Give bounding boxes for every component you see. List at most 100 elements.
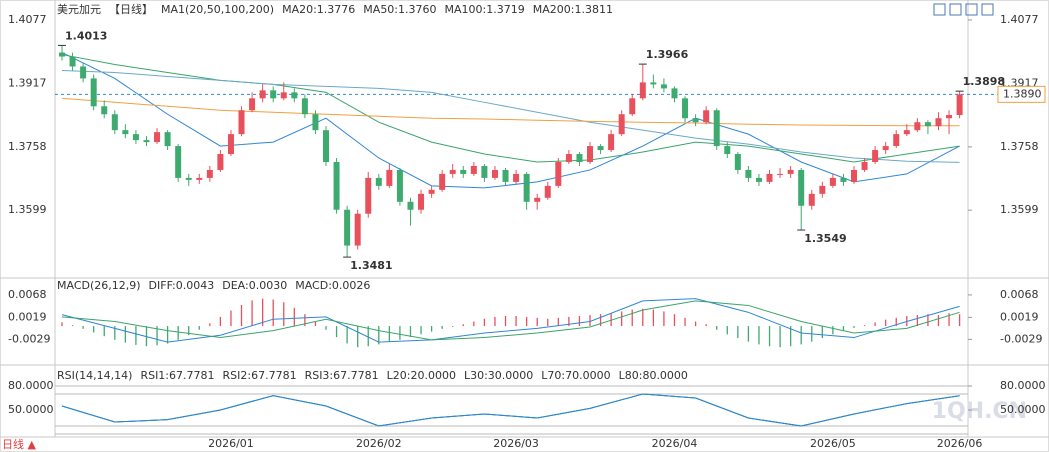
y-tick-label: 0.0019 — [8, 310, 47, 323]
candle-body — [903, 130, 910, 135]
candle-body — [587, 146, 593, 162]
candle-body — [660, 84, 667, 89]
candle-body — [682, 98, 689, 119]
y-tick-label: 50.0000 — [1000, 403, 1046, 416]
zoom-button[interactable] — [933, 3, 946, 16]
extreme-label: 1.3898 — [963, 75, 1005, 88]
candle-body — [69, 56, 76, 67]
candle-body — [259, 90, 266, 99]
extreme-label: 1.3549 — [804, 232, 846, 245]
candle-body — [217, 154, 224, 170]
candle-body — [840, 177, 847, 182]
rsi-line — [61, 393, 960, 427]
candle-body — [470, 165, 477, 174]
legend-entry: L70:70.0000 — [541, 369, 610, 382]
period-toggle[interactable]: 日线 ▲ — [2, 437, 36, 451]
y-tick-label: -0.0029 — [1000, 332, 1042, 345]
extreme-label: 1.3481 — [350, 259, 392, 272]
settings-button[interactable] — [965, 3, 978, 16]
candle-body — [90, 78, 97, 107]
candle-body — [608, 134, 615, 151]
y-tick-label: 1.3758 — [8, 140, 47, 153]
x-tick-label: 2026/01 — [208, 437, 254, 450]
candle-body — [946, 115, 953, 119]
x-tick-label: 2026/02 — [356, 437, 402, 450]
candle-body — [650, 82, 657, 85]
candle-body — [196, 177, 203, 180]
candle-body — [280, 92, 287, 99]
legend-entry: L80:80.0000 — [619, 369, 688, 382]
candle-body — [344, 209, 351, 246]
candle-body — [766, 173, 773, 182]
candle-body — [924, 122, 931, 127]
candle-body — [534, 197, 541, 202]
y-tick-label: -0.0029 — [8, 332, 50, 345]
candle-body — [154, 132, 161, 143]
candle-body — [544, 185, 551, 198]
candle-body — [175, 146, 182, 178]
indicator-line — [61, 69, 960, 163]
candle-body — [639, 82, 646, 99]
candle-body — [851, 169, 857, 182]
candle-body — [565, 154, 572, 162]
candle-body — [914, 122, 921, 131]
candle-body — [671, 88, 678, 99]
extreme-label: 1.4013 — [65, 29, 107, 42]
candle-body — [513, 173, 520, 182]
legend-entry: MA1(20,50,100,200) — [161, 3, 274, 16]
candle-body — [555, 161, 562, 186]
zoom-out-button[interactable] — [949, 3, 962, 16]
indicator-line — [61, 97, 960, 127]
x-tick-label: 2026/03 — [493, 437, 539, 450]
legend-entry: MA100:1.3719 — [445, 3, 525, 16]
candle-body — [185, 177, 192, 180]
y-tick-label: 50.0000 — [8, 403, 54, 416]
y-tick-label: 1.4077 — [8, 13, 47, 26]
candle-body — [491, 169, 498, 178]
candle-body — [143, 140, 150, 143]
candle-body — [365, 177, 372, 214]
y-tick-label: 0.0068 — [1000, 288, 1039, 301]
legend-entry: L30:30.0000 — [464, 369, 533, 382]
rsi-line — [61, 393, 960, 427]
candle-body — [629, 98, 636, 115]
last-price-box — [997, 85, 1046, 103]
candle-body — [132, 134, 139, 141]
candle-body — [787, 169, 794, 174]
candle-body — [724, 146, 731, 155]
candle-body — [713, 110, 720, 147]
legend-entry: DIFF:0.0043 — [149, 279, 215, 292]
candle-body — [375, 177, 382, 186]
candle-body — [122, 130, 129, 135]
candle-body — [893, 134, 900, 147]
candle-body — [481, 165, 488, 178]
indicator-line — [61, 54, 960, 163]
legend-entry: MA200:1.3811 — [533, 3, 613, 16]
candle-body — [576, 154, 583, 162]
candle-body — [819, 185, 826, 194]
candle-body — [861, 161, 868, 170]
candle-body — [882, 146, 889, 151]
candle-body — [745, 169, 752, 178]
candle-body — [460, 169, 467, 174]
candle-body — [777, 173, 784, 175]
candle-body — [407, 201, 414, 210]
candle-body — [798, 169, 805, 206]
legend-entry: MACD(26,12,9) — [57, 279, 141, 292]
candle-body — [808, 193, 815, 206]
candle-body — [418, 193, 425, 210]
candle-body — [502, 169, 509, 182]
candle-body — [312, 114, 319, 131]
y-tick-label: 1.3917 — [8, 77, 47, 90]
extreme-label: 1.3966 — [646, 48, 689, 61]
candle-body — [829, 177, 836, 186]
legend-entry: DEA:0.0030 — [222, 279, 287, 292]
fullscreen-button[interactable] — [981, 3, 994, 16]
candle-body — [439, 173, 446, 190]
x-tick-label: 2026/06 — [937, 437, 983, 450]
x-tick-label: 2026/04 — [652, 437, 698, 450]
candle-body — [935, 118, 942, 127]
y-tick-label: 80.0000 — [1000, 379, 1046, 392]
